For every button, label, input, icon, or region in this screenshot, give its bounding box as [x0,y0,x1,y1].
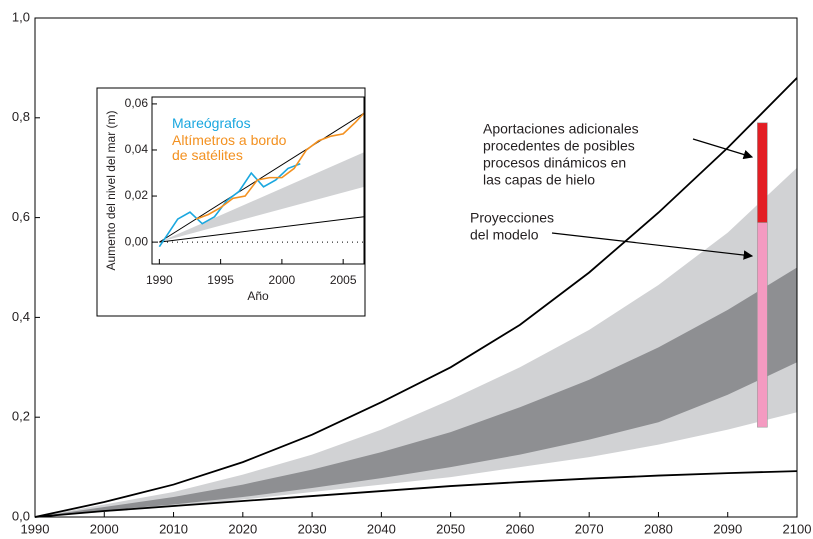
x-tick-label: 1990 [146,273,173,287]
range-bar [757,222,768,428]
annotation: procesos dinámicos en [483,155,626,171]
inset-box [96,87,366,317]
x-tick-label: 2080 [644,521,673,536]
x-tick-label: 2050 [436,521,465,536]
plot-frame [34,17,798,518]
x-tick-label: 2040 [367,521,396,536]
x-tick-label: 2020 [228,521,257,536]
x-tick-label: 1990 [21,521,50,536]
y-tick-label: 0,4 [12,309,30,324]
legend-entry: Mareógrafos [172,115,251,131]
y-tick-label: 0,02 [125,188,149,202]
x-tick-label: 2030 [298,521,327,536]
annotation: Proyecciones [470,210,554,226]
y-tick-label: 0,00 [125,234,149,248]
y-tick-label: 0,06 [125,96,149,110]
x-tick-label: 2070 [575,521,604,536]
series-line [34,77,798,518]
series-line [159,112,365,243]
annotation: procedentes de posibles [483,138,635,154]
x-axis-label: Año [247,289,269,303]
series-line [195,112,365,220]
x-tick-label: 2000 [269,273,296,287]
plot-frame [151,96,365,265]
x-tick-label: 2090 [713,521,742,536]
x-tick-label: 1995 [207,273,234,287]
annotation: las capas de hielo [483,172,595,188]
range-bar [757,122,768,223]
band [35,267,797,517]
x-tick-label: 2100 [783,521,812,536]
y-tick-label: 0,8 [12,109,30,124]
x-tick-label: 2000 [90,521,119,536]
y-tick-label: 0,6 [12,209,30,224]
legend-entry: Altímetros a bordo de satélites [172,132,287,163]
annotation: del modelo [470,227,539,243]
annotation: Aportaciones adicionales [483,121,639,137]
arrow [692,138,754,160]
y-tick-label: 1,0 [12,9,30,24]
y-tick-label: 0,04 [125,142,149,156]
x-tick-label: 2005 [330,273,357,287]
series-line [159,216,365,243]
x-tick-label: 2010 [159,521,188,536]
series-line [34,470,798,518]
arrow [551,232,754,260]
series-line [158,163,301,248]
x-tick-label: 2060 [505,521,534,536]
y-tick-label: 0,0 [12,508,30,523]
main-plot: 1990 2000 2010 2020 2030 2040 2050 2060 2070 2080… [12,9,812,536]
y-axis-label: Aumento del nivel del mar (m) [104,110,118,270]
y-tick-label: 0,2 [12,409,30,424]
inset-plot: 1990 1995 2000 2005 0,00 0,02 0,04 0,06 Año Aumen… [104,96,365,303]
